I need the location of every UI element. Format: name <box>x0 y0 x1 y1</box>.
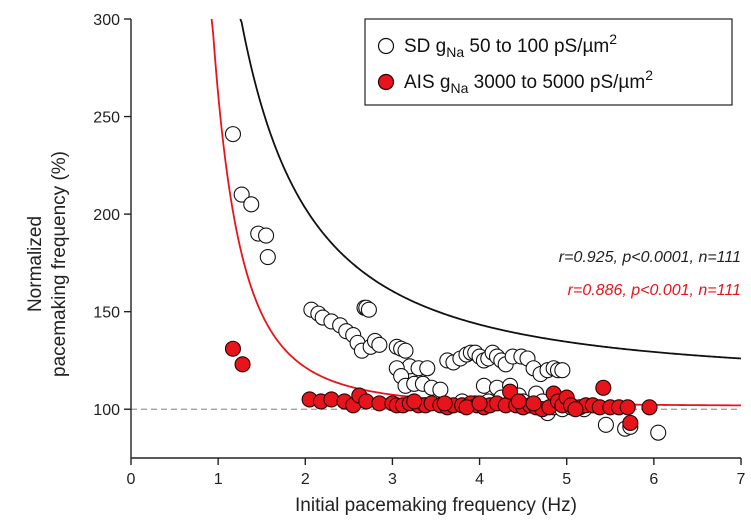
x-ticks: 0 1 2 3 4 5 6 7 <box>127 458 746 488</box>
legend-box <box>364 18 733 106</box>
series-1-point <box>243 196 260 213</box>
legend-2-sup: 2 <box>645 67 653 83</box>
series-2-points <box>224 340 658 431</box>
series-2-point <box>510 393 527 410</box>
series-2-stats: r=0.886, p<0.001, n=111 <box>568 282 741 299</box>
x-tick-label: 3 <box>388 471 397 488</box>
series-1-point <box>224 126 242 143</box>
x-axis-title: Initial pacemaking frequency (Hz) <box>295 495 577 516</box>
legend-2-sub: Na <box>450 80 468 96</box>
y-tick-label: 100 <box>93 402 120 419</box>
y-ticks: 100 150 200 250 300 <box>93 12 131 419</box>
legend-1-sub: Na <box>446 44 464 60</box>
x-tick-label: 4 <box>475 471 484 488</box>
legend-2-suffix: 3000 to 5000 pS/µm <box>468 72 645 93</box>
y-tick-label: 250 <box>93 110 120 127</box>
legend-label-series-2: AIS gNa 3000 to 5000 pS/µm2 <box>404 67 653 96</box>
y-tick-label: 300 <box>93 12 120 29</box>
series-2-point <box>641 399 658 416</box>
legend-label-series-1: SD gNa 50 to 100 pS/µm2 <box>404 31 617 60</box>
series-2-point <box>406 393 423 410</box>
legend-1-suffix: 50 to 100 pS/µm <box>464 36 609 57</box>
x-tick-label: 7 <box>737 471 746 488</box>
x-tick-label: 2 <box>301 471 310 488</box>
series-2-point <box>234 356 251 373</box>
series-1-point <box>397 342 414 359</box>
legend-marker-series-2 <box>377 73 395 91</box>
axes: 0 1 2 3 4 5 6 7 100 150 200 250 300 <box>93 12 745 488</box>
legend-1-sup: 2 <box>609 31 617 47</box>
series-2-point <box>567 401 584 418</box>
y-axis-title: Normalized pacemaking frequency (%) <box>25 151 70 377</box>
series-2-point <box>358 393 375 410</box>
series-2-point <box>323 391 340 408</box>
series-1-point <box>360 301 377 318</box>
series-1-point <box>650 424 667 441</box>
series-1-point <box>259 248 276 266</box>
x-tick-label: 6 <box>649 471 658 488</box>
y-tick-label: 200 <box>93 207 120 224</box>
series-1-stats: r=0.925, p<0.0001, n=111 <box>559 249 741 266</box>
y-tick-label: 150 <box>93 305 120 322</box>
series-1-point <box>432 381 449 398</box>
series-1-fit-line <box>239 18 742 360</box>
series-2-point <box>595 379 612 396</box>
x-tick-label: 5 <box>562 471 571 488</box>
series-2-point <box>619 399 636 416</box>
y-axis-title-line-2: pacemaking frequency (%) <box>49 151 70 377</box>
legend-marker-series-1 <box>377 37 395 55</box>
series-2-point <box>224 340 242 357</box>
series-1-point <box>597 416 614 433</box>
series-1-point <box>475 377 492 394</box>
series-1-point <box>419 360 436 377</box>
y-axis-title-line-1: Normalized <box>25 216 46 312</box>
series-2-point <box>622 414 639 431</box>
series-1-point <box>258 227 275 244</box>
series-1-point <box>554 362 571 379</box>
series-1-point <box>233 186 250 203</box>
x-tick-label: 1 <box>214 471 223 488</box>
legend: SD gNa 50 to 100 pS/µm2 AIS gNa 3000 to … <box>364 18 733 106</box>
series-2-point <box>471 395 488 412</box>
legend-1-prefix: SD g <box>404 36 446 57</box>
series-1-point <box>371 336 388 353</box>
legend-2-prefix: AIS g <box>404 72 450 93</box>
plot-area <box>131 18 742 441</box>
series-2-point <box>436 395 453 412</box>
x-tick-label: 0 <box>127 471 136 488</box>
series-2-point <box>525 395 542 412</box>
